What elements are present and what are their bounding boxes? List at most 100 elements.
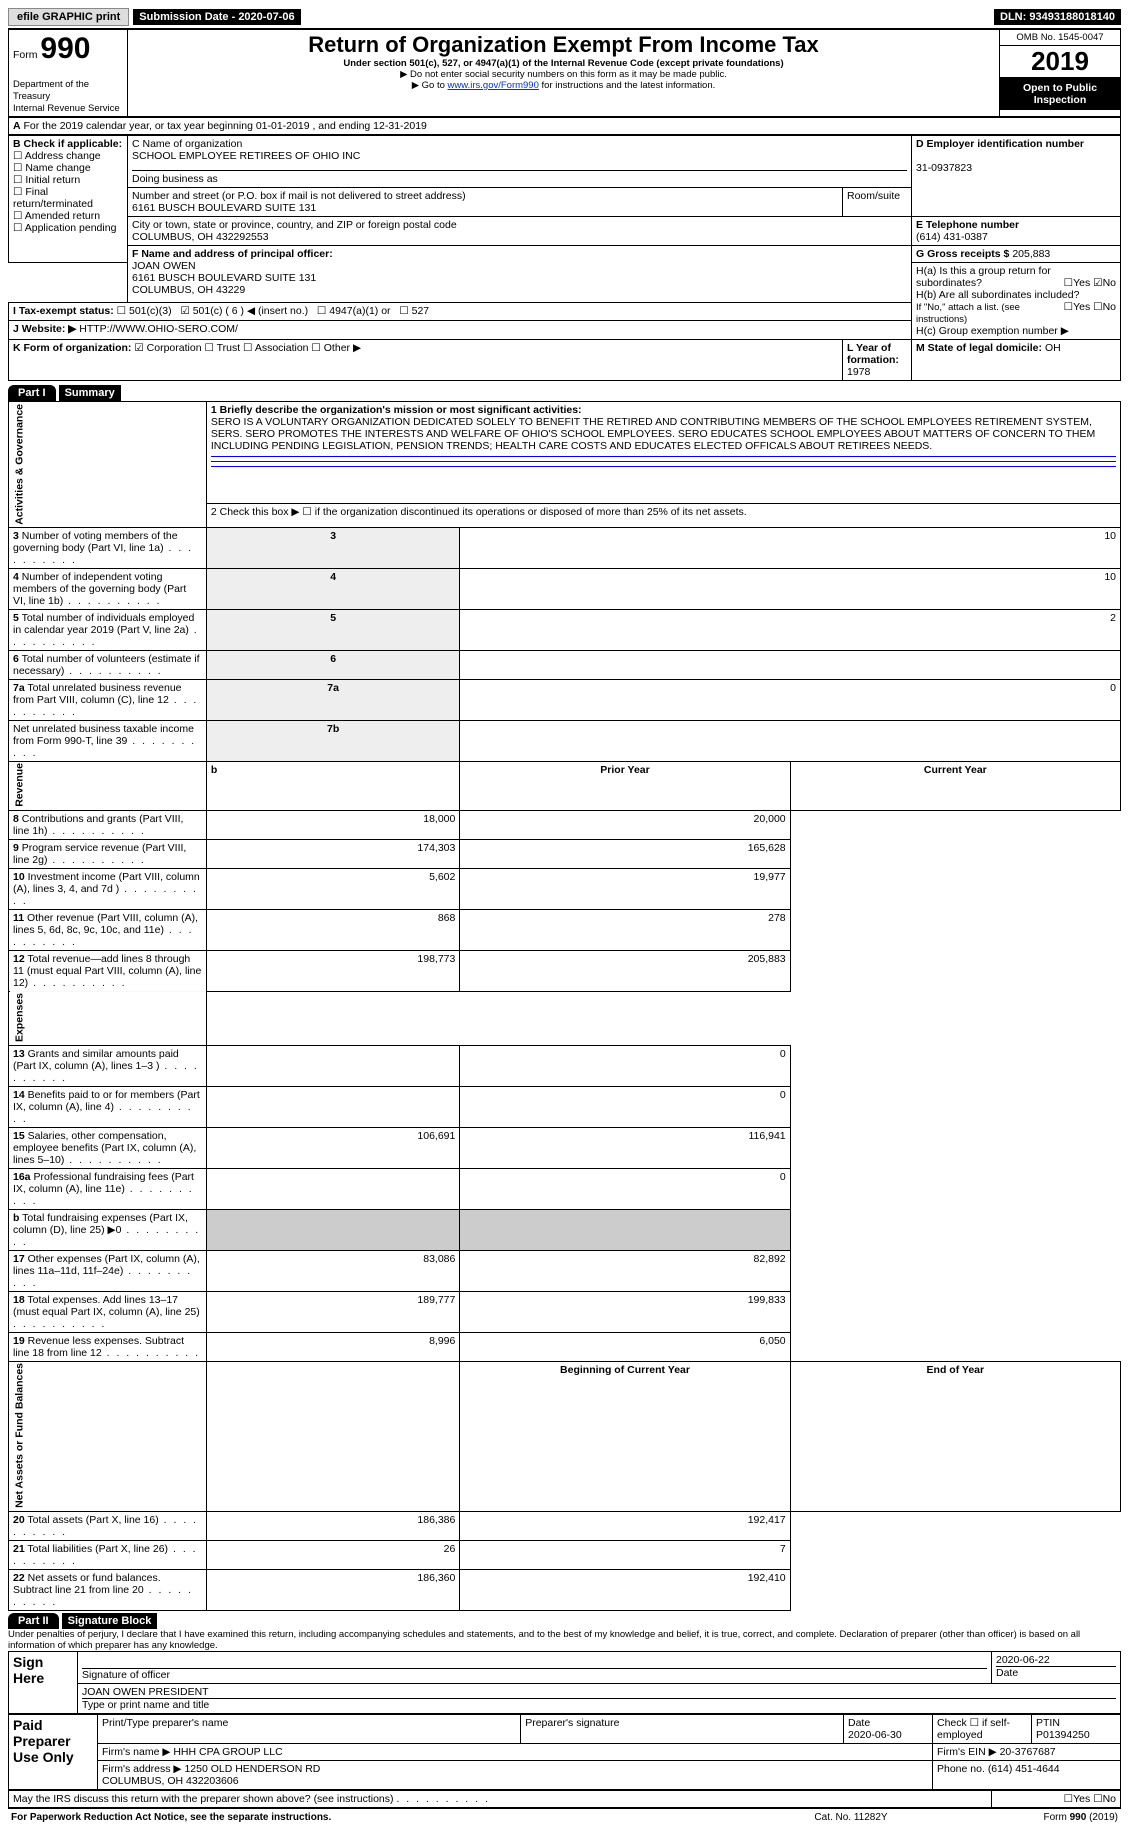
line-8: 8 Contributions and grants (Part VIII, l… [9,810,1121,839]
line-15: 15 Salaries, other compensation, employe… [9,1127,1121,1168]
cat-no: Cat. No. 11282Y [763,1811,938,1824]
city-value: COLUMBUS, OH 432292553 [132,231,269,243]
paid-preparer-label: Paid Preparer Use Only [9,1714,98,1789]
box-g-label: G Gross receipts $ [916,248,1009,260]
vert-revenue: Revenue [9,761,207,810]
line-13: 13 Grants and similar amounts paid (Part… [9,1045,1121,1086]
checkbox-name-change[interactable]: ☐ Name change [13,162,123,174]
website-label: J Website: ▶ [13,323,76,335]
gov-row-7a: 7a Total unrelated business revenue from… [9,679,1121,720]
hc-label: H(c) Group exemption number ▶ [916,325,1069,337]
begin-year-hdr: Beginning of Current Year [560,1364,690,1376]
tax-status-label: I Tax-exempt status: [13,305,114,317]
mission-label: 1 Briefly describe the organization's mi… [211,404,582,416]
ssn-note: ▶ Do not enter social security numbers o… [132,69,995,80]
self-employed-check[interactable]: Check ☐ if self-employed [933,1714,1032,1743]
part1-title: Summary [59,385,121,401]
box-e-label: E Telephone number [916,219,1019,231]
state-domicile: OH [1045,342,1061,354]
signature-table: Sign Here Signature of officer 2020-06-2… [8,1651,1121,1714]
form-label: Form [13,49,38,61]
checkbox-final-return-terminated[interactable]: ☐ Final return/terminated [13,186,123,210]
line-17: 17 Other expenses (Part IX, column (A), … [9,1250,1121,1291]
preparer-table: Paid Preparer Use Only Print/Type prepar… [8,1714,1121,1790]
checkbox-address-change[interactable]: ☐ Address change [13,150,123,162]
line2: 2 Check this box ▶ ☐ if the organization… [206,503,1120,527]
line-20: 20 Total assets (Part X, line 16)186,386… [9,1511,1121,1540]
line-9: 9 Program service revenue (Part VIII, li… [9,839,1121,868]
period-text: For the 2019 calendar year, or tax year … [24,120,427,132]
box-f-label: F Name and address of principal officer: [132,248,333,260]
form-number: 990 [40,32,90,65]
submission-date: Submission Date - 2020-07-06 [133,9,300,25]
prior-year-hdr: Prior Year [600,764,649,776]
vert-netassets: Net Assets or Fund Balances [9,1361,207,1511]
form-footer: Form 990 (2019) [941,1811,1119,1824]
line-10: 10 Investment income (Part VIII, column … [9,868,1121,909]
period-row: A For the 2019 calendar year, or tax yea… [8,117,1121,135]
top-toolbar: efile GRAPHIC print Submission Date - 20… [8,8,1121,26]
website-value: HTTP://WWW.OHIO-SERO.COM/ [79,323,238,335]
efile-print-button[interactable]: efile GRAPHIC print [8,8,129,26]
box-c-label: C Name of organization [132,138,242,150]
gov-row-3: 3 Number of voting members of the govern… [9,527,1121,568]
ein-value: 31-0937823 [916,162,972,174]
phone-value: (614) 431-0387 [916,231,988,243]
box-b-label: B Check if applicable: [13,138,122,150]
form-header-table: Form 990 Department of the Treasury Inte… [8,28,1121,117]
dba-label: Doing business as [132,173,218,185]
omb: OMB No. 1545-0047 [1000,30,1120,46]
line-11: 11 Other revenue (Part VIII, column (A),… [9,909,1121,950]
checkbox-application-pending[interactable]: ☐ Application pending [13,222,123,234]
box-d-label: D Employer identification number [916,138,1084,150]
part1-header: Part I [8,385,56,401]
line-18: 18 Total expenses. Add lines 13–17 (must… [9,1291,1121,1332]
part2-header: Part II [8,1613,59,1629]
prep-date: 2020-06-30 [848,1729,902,1741]
gross-receipts: 205,883 [1012,248,1050,260]
vert-governance: Activities & Governance [9,402,207,528]
line-12: 12 Total revenue—add lines 8 through 11 … [9,950,1121,991]
goto-note: ▶ Go to www.irs.gov/Form990 for instruct… [132,80,995,91]
part2-title: Signature Block [62,1613,158,1629]
discuss-text: May the IRS discuss this return with the… [13,1793,394,1805]
paperwork-notice: For Paperwork Reduction Act Notice, see … [11,1812,331,1823]
line-22: 22 Net assets or fund balances. Subtract… [9,1569,1121,1610]
firm-ein: 20-3767687 [1000,1746,1056,1758]
mission-text: SERO IS A VOLUNTARY ORGANIZATION DEDICAT… [211,416,1095,452]
footer-table: May the IRS discuss this return with the… [8,1790,1121,1809]
penalty-text: Under penalties of perjury, I declare th… [8,1629,1121,1651]
line-b: b Total fundraising expenses (Part IX, c… [9,1209,1121,1250]
gov-row-4: 4 Number of independent voting members o… [9,568,1121,609]
summary-table: Activities & Governance 1 Briefly descri… [8,401,1121,1611]
org-name: SCHOOL EMPLOYEE RETIREES OF OHIO INC [132,150,360,162]
form-title: Return of Organization Exempt From Incom… [132,32,995,58]
gov-row-7b: Net unrelated business taxable income fr… [9,720,1121,761]
vert-expenses: Expenses [9,991,207,1045]
line-16a: 16a Professional fundraising fees (Part … [9,1168,1121,1209]
sig-name: JOAN OWEN PRESIDENT [82,1686,209,1698]
officer-name: JOAN OWEN [132,260,196,272]
ptin: P01394250 [1036,1729,1090,1741]
checkbox-initial-return[interactable]: ☐ Initial return [13,174,123,186]
gov-row-5: 5 Total number of individuals employed i… [9,609,1121,650]
dln: DLN: 93493188018140 [994,9,1121,25]
sig-officer-label: Signature of officer [82,1669,170,1681]
info-grid: B Check if applicable: ☐ Address change☐… [8,135,1121,381]
firm-phone: (614) 451-4644 [988,1763,1060,1775]
end-year-hdr: End of Year [927,1364,985,1376]
form-subtitle: Under section 501(c), 527, or 4947(a)(1)… [132,58,995,69]
hb-label: H(b) Are all subordinates included? [916,289,1079,301]
checkbox-amended-return[interactable]: ☐ Amended return [13,210,123,222]
addr-label: Number and street (or P.O. box if mail i… [132,190,466,202]
irs-link[interactable]: www.irs.gov/Form990 [448,80,539,91]
firm-name: HHH CPA GROUP LLC [173,1746,282,1758]
dept-treasury: Department of the Treasury Internal Reve… [13,79,120,114]
sig-date: 2020-06-22 [996,1654,1050,1666]
room-suite-label: Room/suite [843,188,912,217]
hb-note: If "No," attach a list. (see instruction… [916,302,1020,325]
open-to-public: Open to Public Inspection [1000,78,1120,110]
year-formation: 1978 [847,366,870,378]
officer-addr1: 6161 BUSCH BOULEVARD SUITE 131 [132,272,316,284]
ha-label: H(a) Is this a group return for subordin… [916,265,1051,289]
